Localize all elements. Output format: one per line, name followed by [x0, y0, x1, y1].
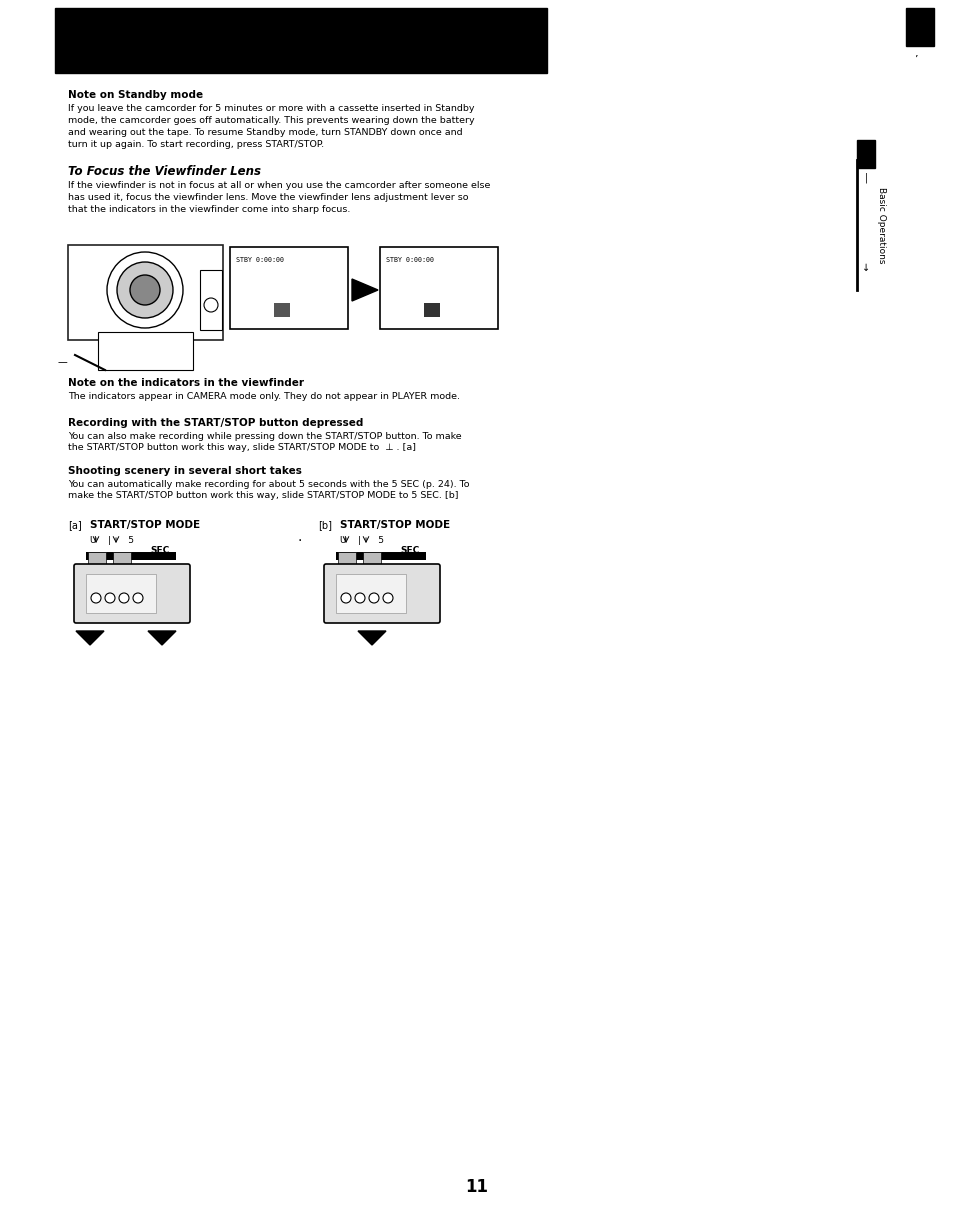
Circle shape [204, 298, 218, 311]
Circle shape [130, 275, 160, 305]
Text: To Focus the Viewfinder Lens: To Focus the Viewfinder Lens [68, 166, 261, 178]
Text: Recording with the START/STOP button depressed: Recording with the START/STOP button dep… [68, 418, 363, 428]
Bar [112, 552, 131, 566]
Text: ↓: ↓ [861, 264, 869, 273]
Text: make the START/STOP button work this way, slide START/STOP MODE to 5 SEC. [b]: make the START/STOP button work this way… [68, 490, 458, 500]
Text: the START/STOP button work this way, slide START/STOP MODE to  ⊥ . [a]: the START/STOP button work this way, sli… [68, 443, 416, 452]
Bar [86, 574, 156, 613]
Bar [55, 9, 546, 74]
Polygon shape [352, 280, 377, 302]
Text: [a]: [a] [68, 520, 82, 530]
Circle shape [107, 253, 183, 329]
Text: Shooting scenery in several short takes: Shooting scenery in several short takes [68, 466, 301, 476]
Bar [856, 140, 874, 168]
FancyBboxPatch shape [324, 564, 439, 623]
Bar [274, 303, 290, 318]
Circle shape [382, 593, 393, 603]
Text: .: . [297, 530, 302, 544]
Bar [335, 552, 426, 560]
Bar [363, 552, 380, 566]
Circle shape [119, 593, 129, 603]
Polygon shape [148, 631, 175, 645]
Text: U    |      5: U | 5 [339, 536, 384, 546]
Bar [335, 574, 406, 613]
Text: [b]: [b] [317, 520, 332, 530]
Circle shape [105, 593, 115, 603]
Bar [230, 246, 348, 329]
Text: ’: ’ [913, 55, 917, 65]
Polygon shape [357, 631, 386, 645]
Text: Basic Operations: Basic Operations [877, 186, 885, 264]
Bar [88, 552, 106, 566]
Bar [200, 270, 222, 330]
Text: —: — [57, 357, 67, 367]
Text: 11: 11 [465, 1178, 488, 1197]
Text: If you leave the camcorder for 5 minutes or more with a cassette inserted in Sta: If you leave the camcorder for 5 minutes… [68, 104, 475, 150]
Polygon shape [76, 631, 104, 645]
Text: SEC: SEC [399, 546, 418, 555]
Text: Note on Standby mode: Note on Standby mode [68, 89, 203, 101]
Text: STBY 0:00:00: STBY 0:00:00 [235, 257, 284, 264]
FancyBboxPatch shape [74, 564, 190, 623]
Bar [423, 303, 439, 318]
Circle shape [117, 262, 172, 318]
Bar [337, 552, 355, 566]
Circle shape [355, 593, 365, 603]
Circle shape [91, 593, 101, 603]
Bar [68, 245, 223, 340]
Bar [905, 9, 933, 47]
Text: You can also make recording while pressing down the START/STOP button. To make: You can also make recording while pressi… [68, 432, 461, 441]
Text: You can automatically make recording for about 5 seconds with the 5 SEC (p. 24).: You can automatically make recording for… [68, 481, 469, 489]
Text: If the viewfinder is not in focus at all or when you use the camcorder after som: If the viewfinder is not in focus at all… [68, 181, 490, 215]
Bar [86, 552, 175, 560]
Bar [379, 246, 497, 329]
Text: START/STOP MODE: START/STOP MODE [90, 520, 200, 530]
Circle shape [340, 593, 351, 603]
Bar [98, 332, 193, 370]
Text: Note on the indicators in the viewfinder: Note on the indicators in the viewfinder [68, 378, 304, 387]
Text: U    |      5: U | 5 [90, 536, 133, 546]
Text: START/STOP MODE: START/STOP MODE [339, 520, 450, 530]
Circle shape [132, 593, 143, 603]
Circle shape [369, 593, 378, 603]
Text: |: | [863, 173, 866, 183]
Text: STBY 0:00:00: STBY 0:00:00 [386, 257, 434, 264]
Text: SEC: SEC [150, 546, 169, 555]
Text: The indicators appear in CAMERA mode only. They do not appear in PLAYER mode.: The indicators appear in CAMERA mode onl… [68, 392, 459, 401]
